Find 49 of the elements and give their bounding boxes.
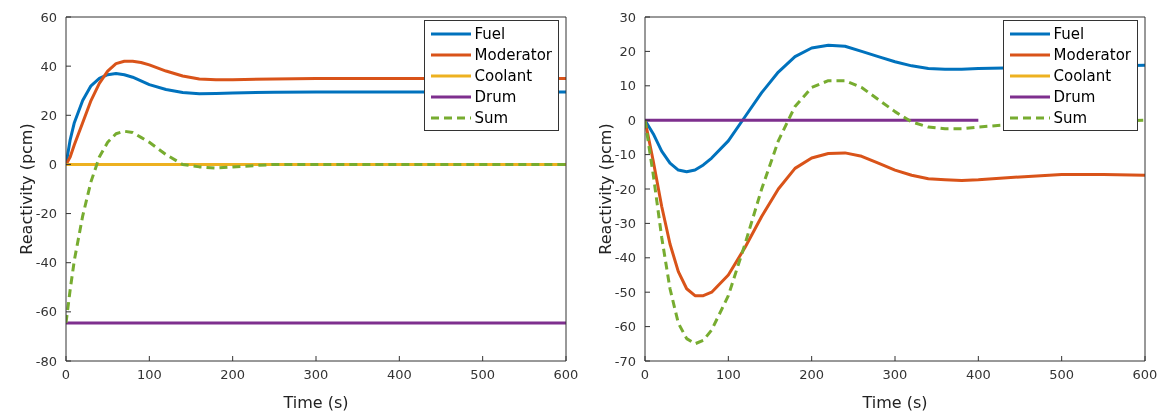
legend-label: Moderator bbox=[1053, 45, 1131, 64]
x-axis-title: Time (s) bbox=[861, 393, 928, 413]
x-tick-label: 100 bbox=[715, 367, 741, 383]
x-tick-label: 0 bbox=[61, 367, 71, 383]
y-axis-title: Reactivity (pcm) bbox=[595, 123, 615, 255]
x-tick-label: 300 bbox=[303, 367, 329, 383]
y-tick-label: 0 bbox=[48, 157, 57, 173]
x-tick-label: 600 bbox=[553, 367, 579, 383]
x-tick-label: 400 bbox=[386, 367, 412, 383]
y-tick-label: -50 bbox=[614, 284, 636, 300]
y-tick-label: 40 bbox=[40, 58, 57, 74]
legend-label: Drum bbox=[1053, 87, 1096, 106]
y-tick-label: 30 bbox=[619, 9, 636, 25]
x-tick-label: 200 bbox=[799, 367, 825, 383]
line-series bbox=[66, 129, 566, 325]
legend-label: Moderator bbox=[474, 45, 552, 64]
y-tick-label: 10 bbox=[619, 78, 636, 94]
x-tick-label: 500 bbox=[470, 367, 496, 383]
y-tick-label: 0 bbox=[627, 112, 636, 128]
x-tick-label: 500 bbox=[1049, 367, 1075, 383]
y-tick-label: 20 bbox=[40, 107, 57, 123]
line-series bbox=[645, 79, 1145, 346]
y-tick-label: -20 bbox=[614, 181, 636, 197]
y-tick-label: -30 bbox=[614, 216, 636, 232]
x-tick-label: 0 bbox=[640, 367, 650, 383]
legend-label: Sum bbox=[1053, 108, 1088, 127]
legend-label: Coolant bbox=[474, 66, 533, 85]
y-tick-label: 60 bbox=[40, 9, 57, 25]
y-tick-label: -60 bbox=[614, 319, 636, 335]
x-tick-label: 600 bbox=[1132, 367, 1158, 383]
y-tick-label: -60 bbox=[35, 304, 57, 320]
y-tick-label: -40 bbox=[614, 250, 636, 266]
y-tick-label: -80 bbox=[35, 353, 57, 369]
y-tick-label: -40 bbox=[35, 255, 57, 271]
x-tick-label: 200 bbox=[220, 367, 246, 383]
y-tick-label: -70 bbox=[614, 353, 636, 369]
legend-label: Coolant bbox=[1053, 66, 1112, 85]
y-axis-title: Reactivity (pcm) bbox=[16, 123, 36, 255]
x-tick-label: 400 bbox=[965, 367, 991, 383]
legend-label: Sum bbox=[474, 108, 509, 127]
legend-label: Fuel bbox=[474, 24, 506, 43]
x-tick-label: 100 bbox=[136, 367, 162, 383]
x-tick-label: 300 bbox=[882, 367, 908, 383]
legend-label: Fuel bbox=[1053, 24, 1085, 43]
y-tick-label: -10 bbox=[614, 147, 636, 163]
legend-label: Drum bbox=[474, 87, 517, 106]
y-tick-label: -20 bbox=[35, 206, 57, 222]
x-axis-title: Time (s) bbox=[282, 393, 349, 413]
y-tick-label: 20 bbox=[619, 44, 636, 60]
